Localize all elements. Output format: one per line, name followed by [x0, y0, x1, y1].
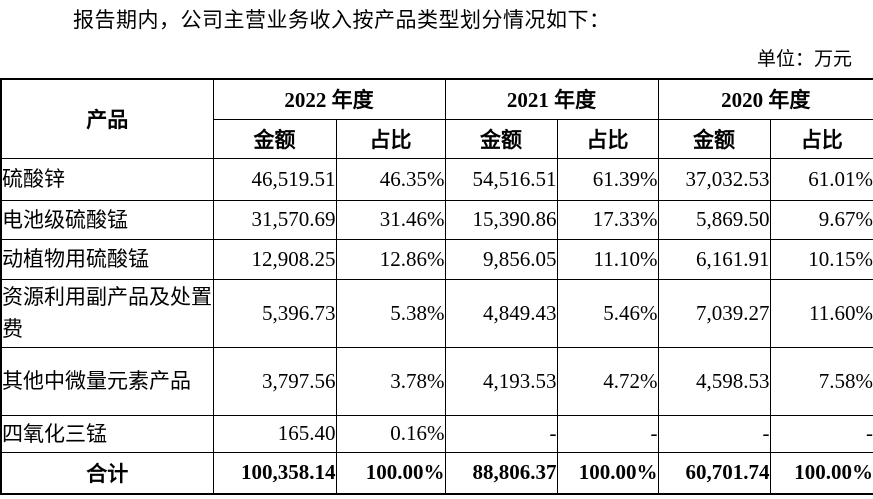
total-label-cell: 合计	[0, 451, 214, 495]
total-amount-2022-cell: 100,358.14	[212, 451, 337, 495]
ratio-2022-cell: 5.38%	[335, 278, 446, 348]
ratio-2021-cell: 5.46%	[556, 278, 659, 348]
product-name-cell: 电池级硫酸锰	[0, 199, 214, 240]
ratio-2020-cell: 7.58%	[769, 346, 873, 416]
amount-2021-cell: 54,516.51	[444, 157, 558, 201]
amount-2022-cell: 165.40	[212, 414, 337, 453]
total-ratio-2021-cell: 100.00%	[556, 451, 659, 495]
amount-2022-cell: 31,570.69	[212, 199, 337, 240]
amount-2020-cell: 5,869.50	[657, 199, 771, 240]
amount-2022-cell: 12,908.25	[212, 238, 337, 280]
total-amount-2020-cell: 60,701.74	[657, 451, 771, 495]
header-amount-2020: 金额	[657, 118, 771, 159]
ratio-2020-cell: -	[769, 414, 873, 453]
amount-2020-cell: 4,598.53	[657, 346, 771, 416]
ratio-2020-cell: 10.15%	[769, 238, 873, 280]
amount-2020-cell: -	[657, 414, 771, 453]
ratio-2022-cell: 12.86%	[335, 238, 446, 280]
total-row: 合计 100,358.14 100.00% 88,806.37 100.00% …	[0, 451, 873, 495]
amount-2020-cell: 6,161.91	[657, 238, 771, 280]
amount-2021-cell: 15,390.86	[444, 199, 558, 240]
product-name-cell: 其他中微量元素产品	[0, 346, 214, 416]
ratio-2020-cell: 61.01%	[769, 157, 873, 201]
header-row-years: 产品 2022 年度 2021 年度 2020 年度	[0, 78, 873, 159]
amount-2022-cell: 3,797.56	[212, 346, 337, 416]
header-year-2021: 2021 年度	[444, 78, 659, 120]
amount-2021-cell: -	[444, 414, 558, 453]
product-name-cell: 硫酸锌	[0, 157, 214, 201]
table-row: 动植物用硫酸锰 12,908.25 12.86% 9,856.05 11.10%…	[0, 238, 873, 280]
total-ratio-2020-cell: 100.00%	[769, 451, 873, 495]
ratio-2022-cell: 3.78%	[335, 346, 446, 416]
table-row: 四氧化三锰 165.40 0.16% - - - -	[0, 414, 873, 453]
unit-label: 单位：万元	[756, 49, 852, 70]
header-ratio-2022: 占比	[335, 118, 446, 159]
total-ratio-2022-cell: 100.00%	[335, 451, 446, 495]
amount-2021-cell: 4,193.53	[444, 346, 558, 416]
amount-2021-cell: 4,849.43	[444, 278, 558, 348]
ratio-2022-cell: 46.35%	[335, 157, 446, 201]
table-row: 资源利用副产品及处置费 5,396.73 5.38% 4,849.43 5.46…	[0, 278, 873, 348]
header-ratio-2020: 占比	[769, 118, 873, 159]
header-amount-2022: 金额	[212, 118, 337, 159]
ratio-2020-cell: 11.60%	[769, 278, 873, 348]
amount-2022-cell: 46,519.51	[212, 157, 337, 201]
product-name-cell: 资源利用副产品及处置费	[0, 278, 214, 348]
product-name-cell: 动植物用硫酸锰	[0, 238, 214, 280]
total-amount-2021-cell: 88,806.37	[444, 451, 558, 495]
revenue-by-product-table: 产品 2022 年度 2021 年度 2020 年度 金额 占比 金额 占比 金…	[0, 78, 873, 495]
header-year-2022: 2022 年度	[212, 78, 446, 120]
ratio-2022-cell: 31.46%	[335, 199, 446, 240]
amount-2020-cell: 7,039.27	[657, 278, 771, 348]
header-year-2020: 2020 年度	[657, 78, 873, 120]
document-page: 报告期内，公司主营业务收入按产品类型划分情况如下： 单位：万元 产品 2022 …	[0, 6, 873, 499]
amount-2020-cell: 37,032.53	[657, 157, 771, 201]
amount-2021-cell: 9,856.05	[444, 238, 558, 280]
ratio-2021-cell: 11.10%	[556, 238, 659, 280]
product-name-cell: 四氧化三锰	[0, 414, 214, 453]
ratio-2021-cell: -	[556, 414, 659, 453]
ratio-2021-cell: 61.39%	[556, 157, 659, 201]
ratio-2021-cell: 17.33%	[556, 199, 659, 240]
amount-2022-cell: 5,396.73	[212, 278, 337, 348]
header-product: 产品	[0, 78, 214, 159]
header-amount-2021: 金额	[444, 118, 558, 159]
ratio-2020-cell: 9.67%	[769, 199, 873, 240]
header-ratio-2021: 占比	[556, 118, 659, 159]
table-row: 电池级硫酸锰 31,570.69 31.46% 15,390.86 17.33%…	[0, 199, 873, 240]
table-row: 其他中微量元素产品 3,797.56 3.78% 4,193.53 4.72% …	[0, 346, 873, 416]
table-row: 硫酸锌 46,519.51 46.35% 54,516.51 61.39% 37…	[0, 157, 873, 201]
ratio-2022-cell: 0.16%	[335, 414, 446, 453]
ratio-2021-cell: 4.72%	[556, 346, 659, 416]
intro-paragraph: 报告期内，公司主营业务收入按产品类型划分情况如下：	[73, 8, 611, 32]
